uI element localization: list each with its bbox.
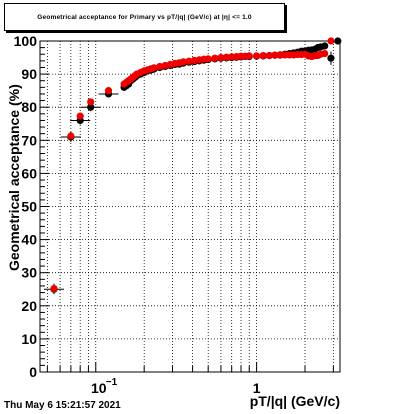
data-point	[222, 53, 231, 61]
data-point	[259, 51, 267, 60]
y-tick-label: 100	[14, 33, 38, 49]
data-markers	[44, 37, 342, 295]
y-axis-label: Geometrical acceptance (%)	[6, 84, 22, 271]
data-point	[245, 52, 253, 60]
x-tick-label: 10	[91, 380, 107, 396]
y-tick-label: 20	[21, 298, 37, 314]
data-point	[50, 284, 58, 293]
x-tick-labels: 10 −1 1	[91, 377, 261, 396]
grid-lines	[40, 41, 340, 372]
data-point	[204, 55, 212, 63]
y-tick-label: 60	[21, 165, 37, 181]
y-tick-label: 10	[21, 331, 37, 347]
data-point	[253, 52, 261, 60]
data-point	[334, 37, 342, 45]
axis-ticks	[40, 40, 334, 373]
data-point	[327, 37, 335, 45]
y-tick-label: 70	[21, 132, 37, 148]
timestamp-label: Thu May 6 15:21:57 2021	[4, 400, 121, 411]
y-tick-labels: 0 10 20 30 40 50 60 70 80 90 100	[14, 33, 38, 380]
x-tick-label: 1	[253, 380, 261, 396]
data-point	[265, 51, 273, 60]
data-point	[150, 64, 158, 72]
y-tick-label: 40	[21, 232, 37, 248]
data-point	[185, 57, 193, 65]
y-tick-label: 80	[21, 99, 37, 115]
data-point	[67, 132, 75, 140]
data-point	[271, 51, 279, 59]
data-point	[179, 58, 187, 66]
data-point	[104, 87, 113, 95]
data-point	[217, 53, 225, 62]
title-box: Geometrical acceptance for Primary vs pT…	[4, 3, 285, 31]
data-point	[87, 98, 95, 106]
y-tick-label: 0	[29, 364, 37, 380]
data-point	[87, 103, 95, 111]
chart-title: Geometrical acceptance for Primary vs pT…	[37, 13, 252, 21]
data-point	[156, 62, 164, 71]
x-tick-label-exponent: −1	[106, 377, 118, 388]
data-point	[321, 42, 329, 50]
data-point	[327, 54, 335, 62]
data-point	[76, 112, 84, 120]
y-tick-label: 90	[21, 66, 37, 82]
y-tick-label: 50	[21, 199, 37, 215]
data-point	[211, 54, 219, 62]
data-point	[321, 49, 329, 58]
y-tick-label: 30	[21, 265, 37, 281]
x-axis-label: pT/|q| (GeV/c)	[250, 393, 340, 409]
